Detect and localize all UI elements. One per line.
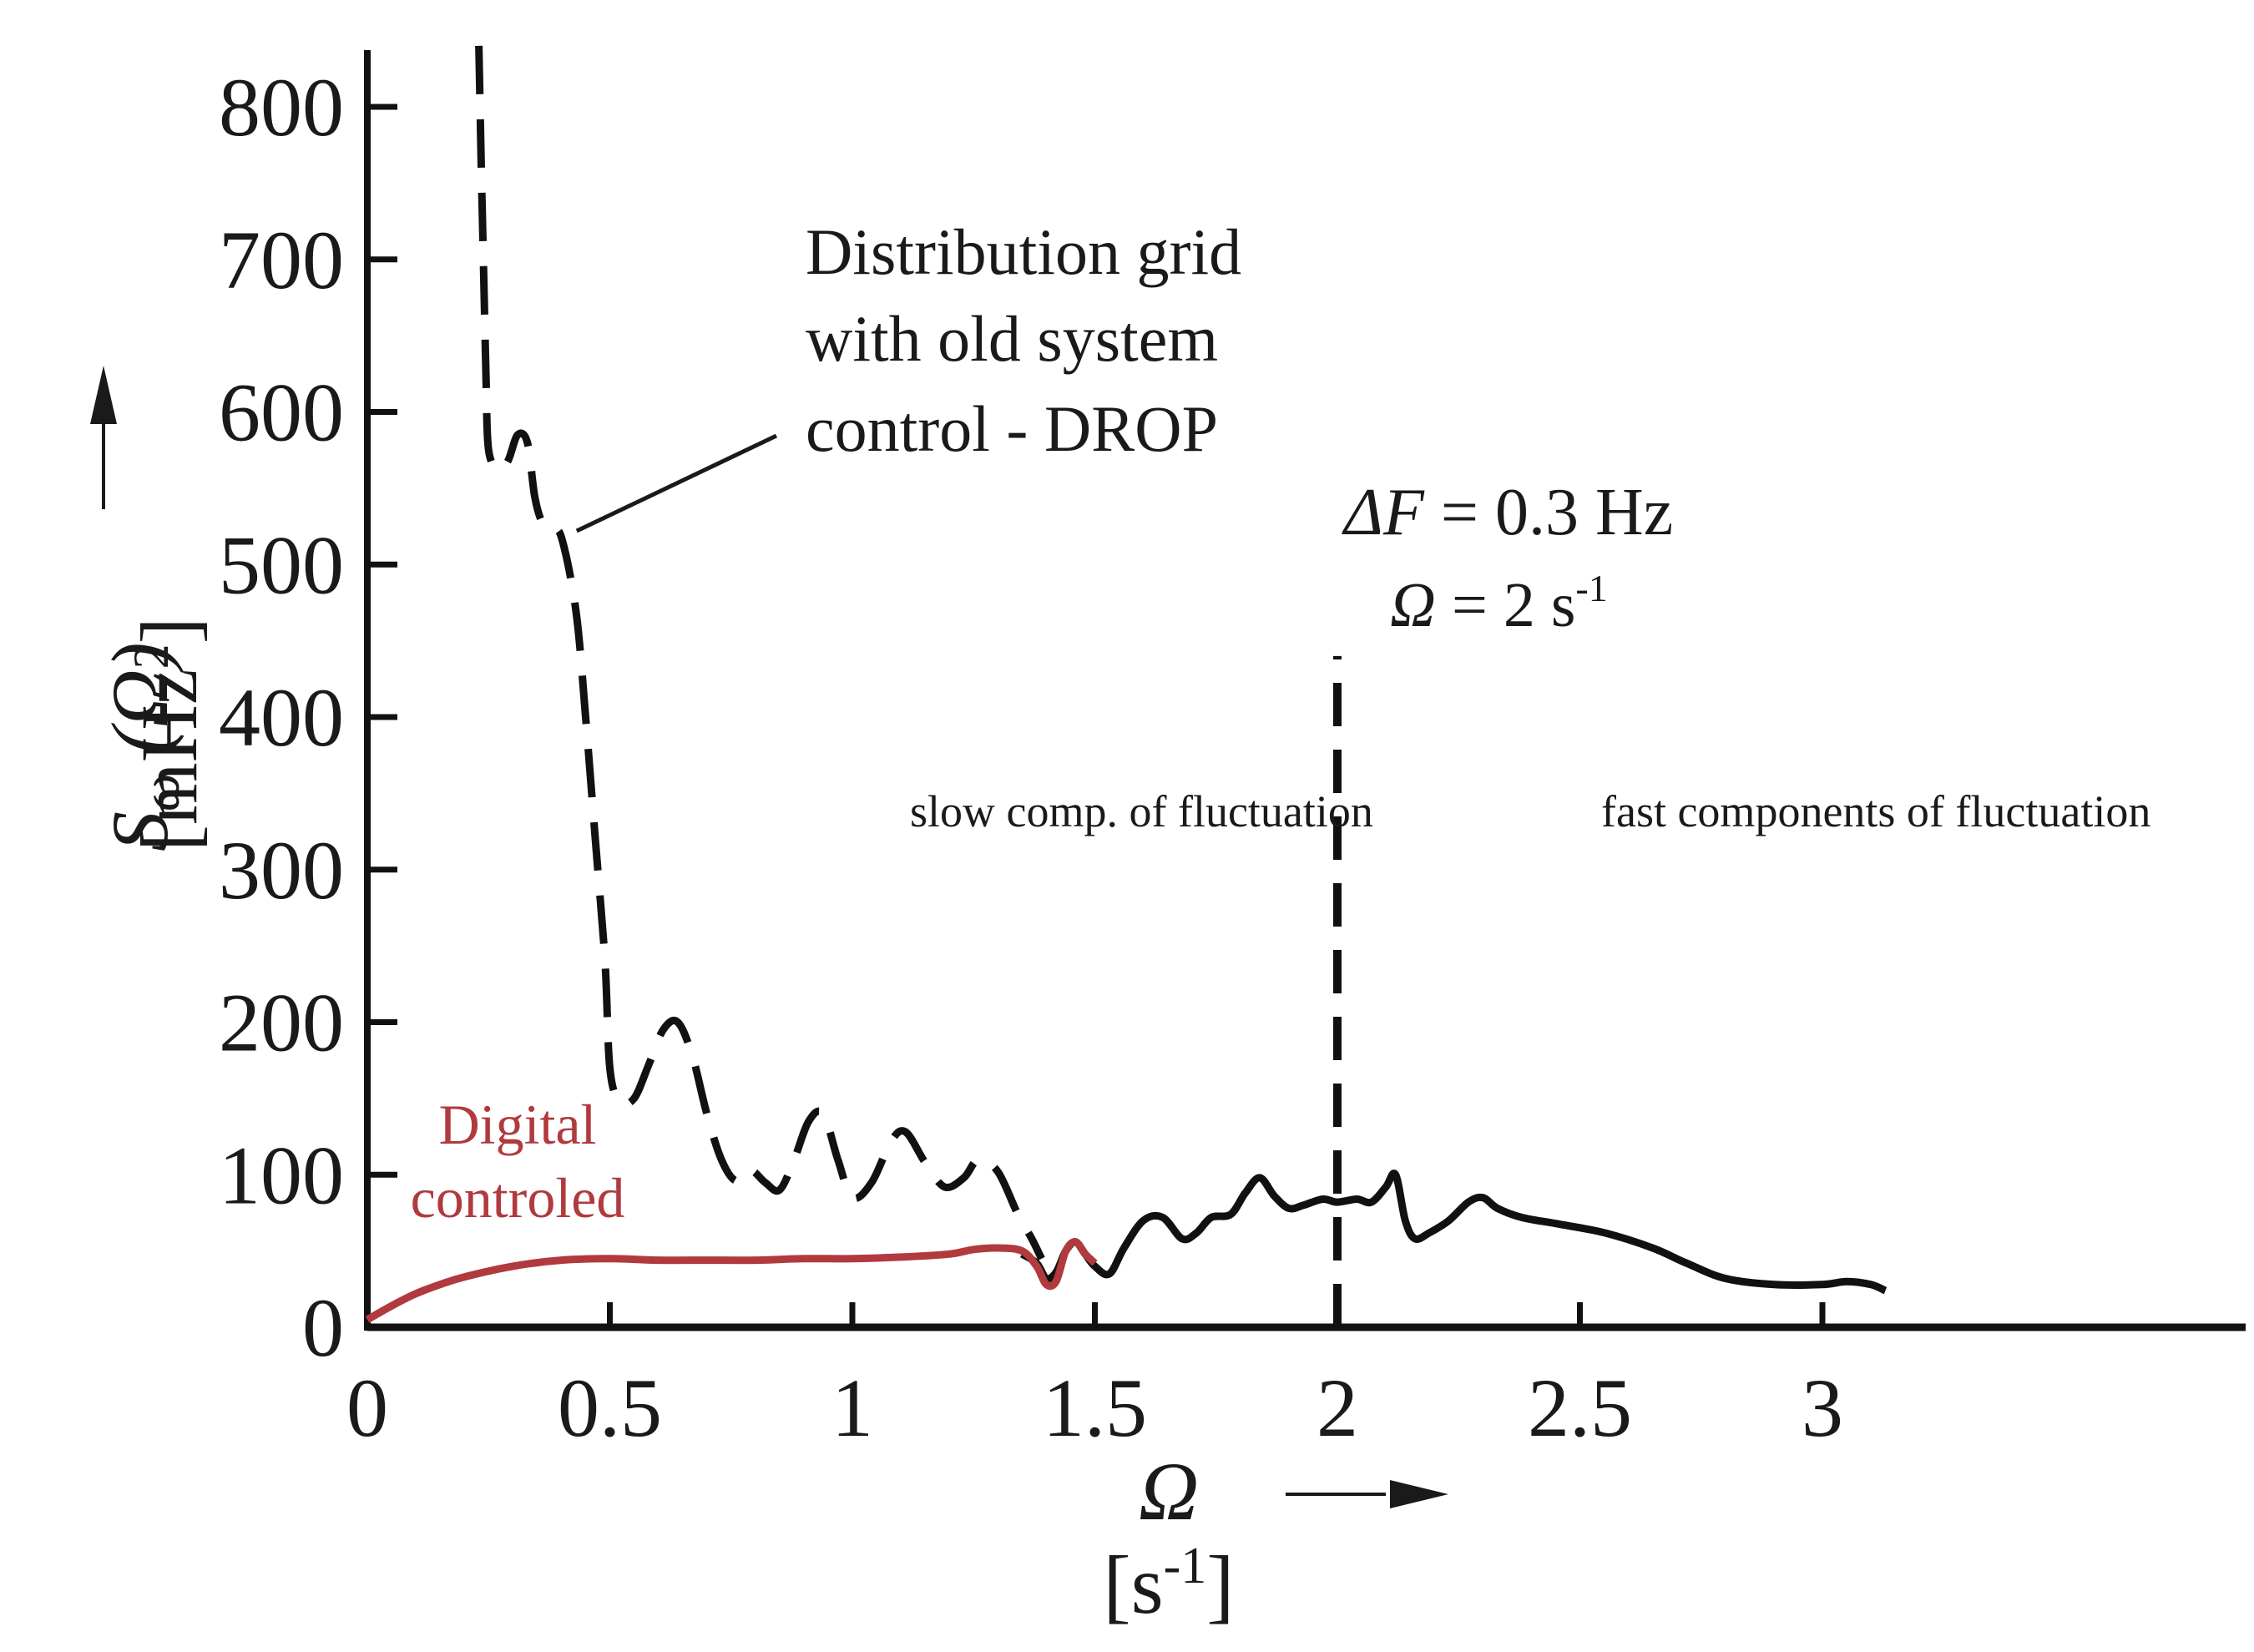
y-axis-unit: [mHz2]: [124, 617, 214, 851]
y-tick-label: 300: [219, 824, 344, 917]
omega-symbol: Ω: [1390, 570, 1436, 640]
x-axis-unit-base: [s: [1103, 1538, 1163, 1631]
x-axis-unit-close: ]: [1206, 1538, 1234, 1631]
x-tick-label: 2.5: [1528, 1362, 1632, 1454]
delta-f-symbol: ΔF: [1342, 476, 1425, 549]
fast-region-label: fast components of fluctuation: [1601, 786, 2150, 836]
y-tick-label: 200: [219, 977, 344, 1069]
y-axis-unit-exp: 2: [124, 644, 179, 669]
delta-f-value: = 0.3 Hz: [1424, 476, 1673, 549]
x-tick-label: 3: [1802, 1362, 1843, 1454]
y-tick-label: 600: [219, 366, 344, 459]
x-tick-label: 1: [831, 1362, 873, 1454]
series-line-continuation: [1019, 1170, 1888, 1295]
omega-exp: -1: [1575, 567, 1607, 609]
delta-f-annotation: ΔF = 0.3 Hz: [1342, 476, 1673, 549]
x-axis-arrow: [1286, 1480, 1448, 1508]
y-tick-label: 100: [219, 1129, 344, 1221]
svg-text:Sω (Ω): Sω (Ω): [95, 642, 190, 851]
svg-text:[mHz2]: [mHz2]: [124, 617, 214, 851]
y-tick-label: 0: [302, 1281, 344, 1374]
axes-group: [364, 50, 2246, 1331]
y-tick-label: 800: [219, 61, 344, 154]
x-tick-label: 2: [1317, 1362, 1358, 1454]
y-axis-symbol: S: [95, 811, 184, 851]
x-axis-title: Ω: [1139, 1445, 1199, 1538]
x-tick-label: 1.5: [1043, 1362, 1147, 1454]
tick-labels-group: 0 100 200 300 400 500 600 700 800 0 0.5 1 1.5 2 2.5 3: [219, 61, 1843, 1454]
drop-label-line-2: with old system: [806, 302, 1218, 375]
y-axis-arrow: [90, 366, 117, 509]
series-line-drop: [475, 45, 1045, 1260]
y-tick-label: 500: [219, 518, 344, 611]
y-axis-unit-close: ]: [124, 617, 214, 644]
x-tick-label: 0: [346, 1362, 388, 1454]
x-tick-label: 0.5: [558, 1362, 662, 1454]
slow-region-label: slow comp. of fluctuation: [910, 786, 1373, 836]
y-tick-label: 400: [219, 671, 344, 764]
series-group: [365, 45, 1888, 1327]
x-axis-unit: [s-1]: [1103, 1538, 1234, 1631]
x-axis-unit-exp: -1: [1164, 1538, 1207, 1594]
digital-label-line-2: controled: [411, 1166, 625, 1230]
omega-annotation: Ω = 2 s-1: [1390, 567, 1608, 640]
omega-value: = 2 s: [1436, 570, 1575, 640]
drop-label-line-1: Distribution grid: [806, 215, 1241, 288]
y-axis-argument: (Ω): [95, 642, 184, 773]
digital-label-line-1: Digital: [439, 1093, 597, 1156]
y-tick-label: 700: [219, 214, 344, 306]
y-axis-title: Sω (Ω): [95, 642, 190, 851]
drop-pointer-line: [575, 433, 778, 533]
y-axis-unit-base: [mHz: [124, 669, 214, 851]
series-line-digital: [365, 1238, 1098, 1323]
y-axis-subscript: ω: [131, 774, 190, 811]
drop-label-line-3: control - DROP: [806, 392, 1218, 465]
